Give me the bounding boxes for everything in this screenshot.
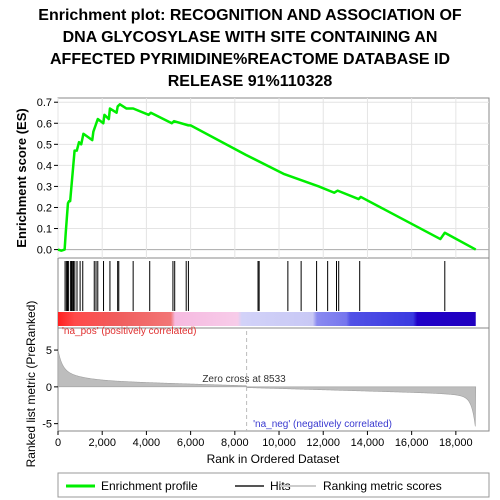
chart-title-line-4: RELEASE 91%110328	[168, 73, 333, 90]
chart-title-line-1: Enrichment plot: RECOGNITION AND ASSOCIA…	[38, 7, 462, 24]
x-tick-label: 4,000	[133, 437, 161, 449]
x-tick-label: 6,000	[177, 437, 205, 449]
es-tick-label: 0.7	[37, 97, 52, 109]
x-tick-label: 16,000	[395, 437, 429, 449]
metric-tick-label: 0	[46, 382, 52, 394]
negative-correlation-label: 'na_neg' (negatively correlated)	[253, 419, 392, 430]
x-axis: 0 2,000 4,000 6,000 8,000 10,000 12,000 14,000 1…	[55, 431, 473, 449]
es-y-axis: 0.0 0.1 0.2 0.3 0.4 0.5 0.6 0.7	[37, 97, 58, 257]
es-tick-label: 0.5	[37, 139, 52, 151]
metric-y-axis: -5 0 5	[42, 345, 58, 431]
rank-color-bar	[58, 312, 476, 326]
x-tick-label: 8,000	[221, 437, 249, 449]
enrichment-profile-line	[57, 103, 477, 252]
x-tick-label: 10,000	[262, 437, 296, 449]
hit-markers	[64, 261, 446, 311]
es-y-axis-label: Enrichment score (ES)	[14, 108, 29, 247]
x-tick-label: 0	[55, 437, 61, 449]
chart-title-line-3: AFFECTED PYRIMIDINE%REACTOME DATABASE ID	[50, 51, 450, 68]
x-tick-label: 18,000	[439, 437, 473, 449]
colorbar-fill	[58, 312, 476, 326]
x-tick-label: 14,000	[351, 437, 385, 449]
legend: Enrichment profile Hits Ranking metric s…	[57, 472, 490, 498]
es-tick-label: 0.0	[37, 245, 52, 257]
legend-label-ranking-metric: Ranking metric scores	[323, 479, 442, 493]
ranking-metric-area	[57, 349, 477, 427]
x-axis-label: Rank in Ordered Dataset	[207, 452, 340, 466]
zero-cross-label: Zero cross at 8533	[202, 374, 286, 385]
x-tick-label: 12,000	[306, 437, 340, 449]
es-tick-label: 0.1	[37, 224, 52, 236]
es-tick-label: 0.3	[37, 181, 52, 193]
positive-correlation-label: 'na_pos' (positively correlated)	[62, 326, 196, 337]
x-tick-label: 2,000	[88, 437, 116, 449]
es-tick-label: 0.6	[37, 118, 52, 130]
es-tick-label: 0.4	[37, 160, 52, 172]
chart-title-line-2: DNA GLYCOSYLASE WITH SITE CONTAINING AN	[63, 29, 438, 46]
legend-box	[57, 472, 490, 498]
legend-label-enrichment-profile: Enrichment profile	[101, 479, 198, 493]
ranking-metric-fill	[57, 349, 477, 427]
metric-tick-label: 5	[46, 345, 52, 357]
es-tick-label: 0.2	[37, 202, 52, 214]
es-grid	[57, 98, 489, 258]
es-panel-frame	[57, 97, 490, 259]
metric-tick-label: -5	[42, 419, 52, 431]
enrichment-profile-layer	[57, 103, 477, 252]
metric-y-axis-label: Ranked list metric (PreRanked)	[24, 301, 38, 468]
metric-panel-frame	[57, 327, 490, 432]
